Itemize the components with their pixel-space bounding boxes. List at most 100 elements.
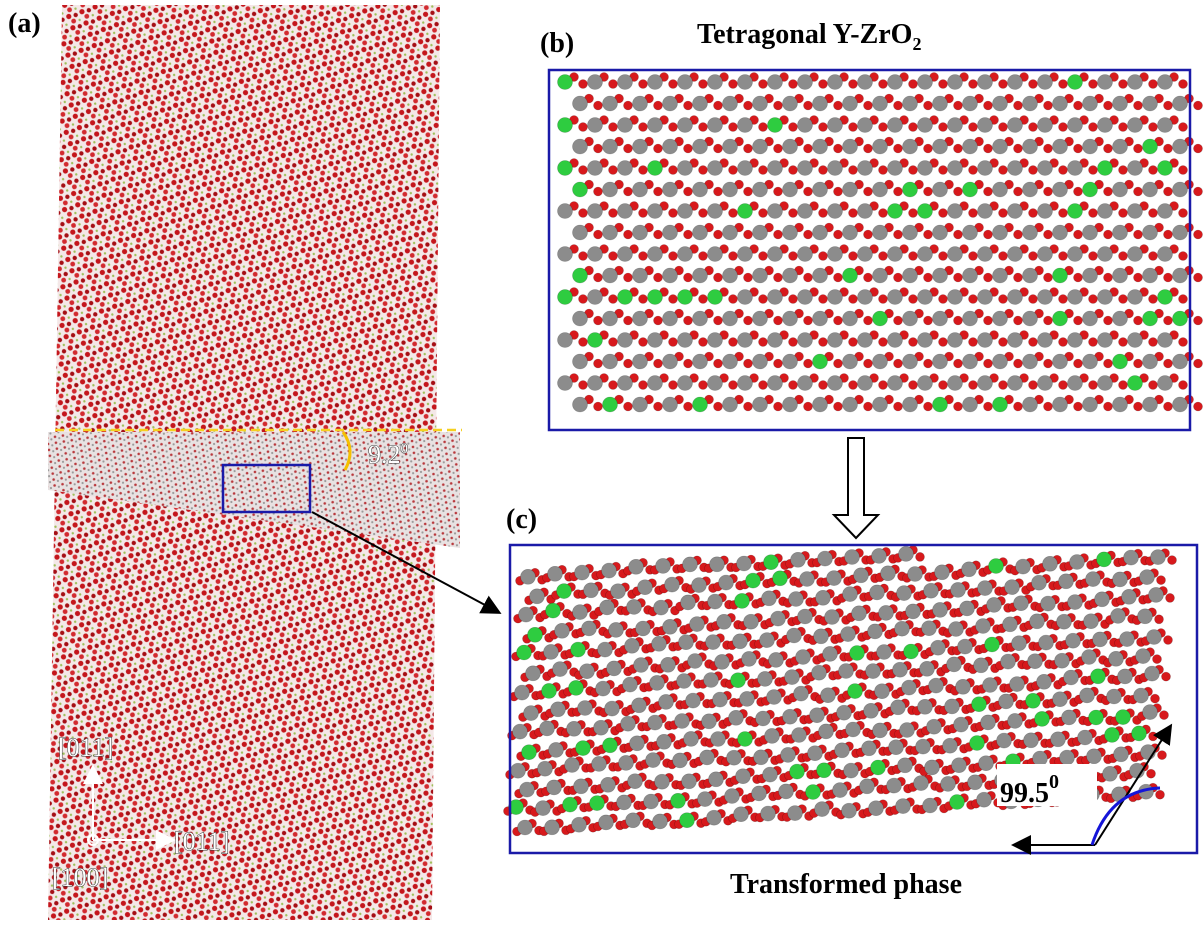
atom — [633, 268, 648, 283]
atom — [646, 753, 661, 768]
atom — [717, 614, 732, 629]
atom — [828, 247, 843, 262]
atom — [530, 589, 545, 604]
atom — [984, 273, 993, 282]
atom — [813, 397, 828, 412]
atom — [684, 273, 693, 282]
atom — [798, 609, 813, 624]
atom — [746, 573, 761, 588]
atom — [828, 376, 843, 391]
atom — [888, 290, 903, 305]
atom — [684, 144, 693, 153]
atom — [639, 381, 648, 390]
atom — [952, 758, 967, 773]
atom — [708, 161, 723, 176]
atom — [1044, 230, 1053, 239]
atom — [1029, 295, 1038, 304]
atom — [723, 311, 738, 326]
atom — [729, 80, 738, 89]
atom — [939, 123, 948, 132]
atom — [783, 268, 798, 283]
atom — [759, 123, 768, 132]
atom — [1035, 711, 1050, 726]
atom — [844, 763, 859, 778]
atom — [1119, 209, 1128, 218]
atom — [818, 551, 833, 566]
atom — [825, 610, 840, 625]
atom — [759, 381, 768, 390]
atom — [760, 633, 775, 648]
atom — [639, 209, 648, 218]
atom — [941, 776, 956, 791]
atom — [987, 597, 1002, 612]
atom — [731, 673, 746, 688]
atom — [1038, 118, 1053, 133]
atom — [576, 741, 591, 756]
atom — [1053, 692, 1068, 707]
atom — [1012, 636, 1027, 651]
atom — [639, 123, 648, 132]
atom — [1128, 161, 1143, 176]
atom — [693, 354, 708, 369]
atom — [1149, 295, 1158, 304]
atom — [693, 96, 708, 111]
atom — [1068, 75, 1083, 90]
atom — [768, 204, 783, 219]
atom — [1091, 669, 1106, 684]
atom — [1089, 166, 1098, 175]
atom — [924, 359, 933, 368]
atom — [679, 635, 694, 650]
atom — [790, 764, 805, 779]
atom — [557, 584, 572, 599]
atom — [924, 144, 933, 153]
atom — [588, 247, 603, 262]
atom — [789, 381, 798, 390]
atom — [827, 571, 842, 586]
atom — [663, 268, 678, 283]
atom — [1104, 230, 1113, 239]
atom — [828, 75, 843, 90]
atom — [1008, 75, 1023, 90]
atom — [729, 338, 738, 347]
atom — [1029, 209, 1038, 218]
atom — [678, 161, 693, 176]
atom — [891, 700, 906, 715]
atom — [596, 681, 611, 696]
atom — [1098, 75, 1113, 90]
atom — [1111, 608, 1126, 623]
atom — [654, 101, 663, 110]
atom — [1008, 376, 1023, 391]
atom — [1143, 311, 1158, 326]
atom — [617, 795, 632, 810]
atom — [669, 252, 678, 261]
atom — [656, 558, 671, 573]
atom — [993, 268, 1008, 283]
atom — [1173, 268, 1188, 283]
atom — [894, 316, 903, 325]
atom — [609, 80, 618, 89]
atom — [1160, 711, 1169, 720]
atom — [813, 311, 828, 326]
atom — [999, 338, 1008, 347]
atom — [1103, 766, 1118, 781]
atom — [808, 746, 823, 761]
atom — [888, 204, 903, 219]
atom — [1059, 381, 1068, 390]
atom — [916, 739, 931, 754]
atom — [1104, 359, 1113, 368]
atom — [1194, 316, 1203, 325]
atom — [1173, 139, 1188, 154]
atom — [810, 708, 825, 723]
atom — [1038, 204, 1053, 219]
atom — [1095, 592, 1110, 607]
atom — [978, 247, 993, 262]
atom — [1014, 230, 1023, 239]
atom — [690, 617, 705, 632]
atom — [648, 290, 663, 305]
atom — [904, 644, 919, 659]
atom — [729, 710, 744, 725]
atom — [948, 204, 963, 219]
atom — [1038, 376, 1053, 391]
atom — [828, 118, 843, 133]
atom — [558, 161, 573, 176]
